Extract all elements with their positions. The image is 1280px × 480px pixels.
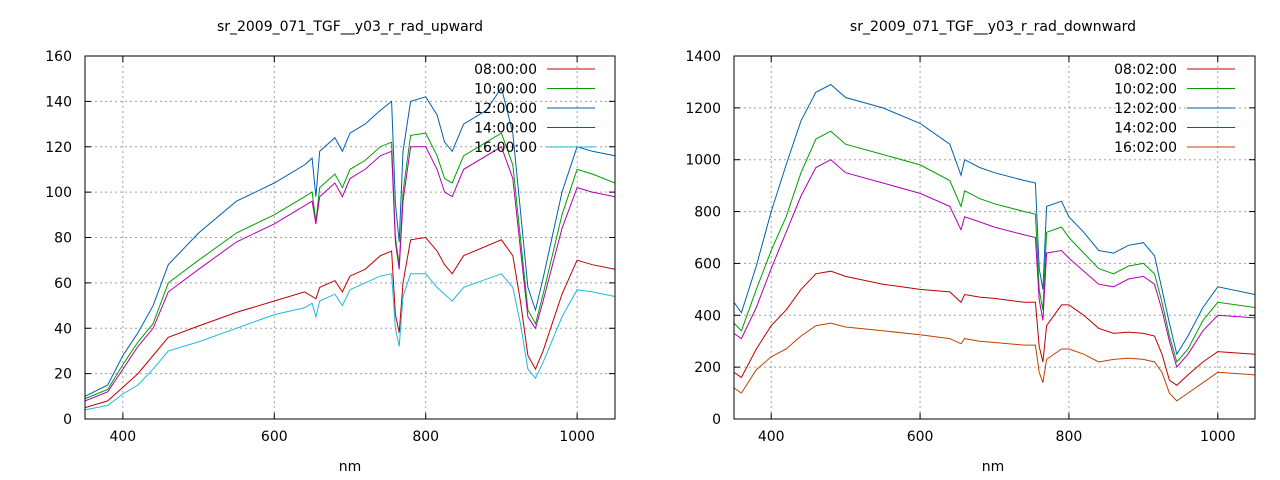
- downward-chart: sr_2009_071_TGF__y03_r_rad_downward nm 4…: [685, 19, 1256, 475]
- y-tick-label: 20: [54, 367, 72, 383]
- legend-label: 16:02:00: [1114, 140, 1177, 156]
- plot-border: [733, 55, 1256, 420]
- x-tick-label: 800: [1056, 429, 1083, 445]
- legend-label: 10:00:00: [474, 82, 537, 98]
- legend-label: 12:02:00: [1114, 101, 1177, 117]
- chart-title: sr_2009_071_TGF__y03_r_rad_downward: [850, 19, 1136, 35]
- y-tick-label: 0: [63, 412, 72, 428]
- legend-label: 10:02:00: [1114, 82, 1177, 98]
- y-tick-label: 0: [712, 412, 721, 428]
- y-tick-label: 160: [45, 49, 72, 65]
- series-line-3: [734, 159, 1255, 369]
- x-tick-label: 600: [261, 429, 288, 445]
- legend-label: 12:00:00: [474, 101, 537, 117]
- x-tick-label: 1000: [559, 429, 595, 445]
- y-tick-label: 1200: [685, 101, 721, 117]
- y-tick-label: 1000: [685, 153, 721, 169]
- y-tick-label: 100: [45, 185, 72, 201]
- y-tick-label: 600: [694, 256, 721, 272]
- legend-label: 16:00:00: [474, 140, 537, 156]
- y-tick-label: 1400: [685, 49, 721, 65]
- chart-title: sr_2009_071_TGF__y03_r_rad_upward: [217, 19, 483, 35]
- x-tick-label: 600: [907, 429, 934, 445]
- x-tick-label: 400: [758, 429, 785, 445]
- x-axis-label: nm: [339, 459, 362, 475]
- y-tick-label: 40: [54, 321, 72, 337]
- series-line-4: [734, 322, 1255, 402]
- series-line-0: [734, 270, 1255, 386]
- series-line-1: [734, 130, 1255, 364]
- y-tick-label: 400: [694, 308, 721, 324]
- legend-label: 08:02:00: [1114, 62, 1177, 78]
- x-axis-label: nm: [982, 459, 1005, 475]
- series-line-1: [85, 132, 615, 400]
- y-tick-label: 80: [54, 231, 72, 247]
- x-tick-label: 1000: [1200, 429, 1236, 445]
- legend-label: 14:02:00: [1114, 121, 1177, 137]
- legend-label: 08:00:00: [474, 62, 537, 78]
- series-line-2: [85, 86, 615, 397]
- y-tick-label: 60: [54, 276, 72, 292]
- plot-border: [84, 55, 616, 420]
- series-line-3: [85, 146, 615, 402]
- x-tick-label: 800: [412, 429, 439, 445]
- y-tick-label: 120: [45, 140, 72, 156]
- series-line-0: [85, 236, 615, 409]
- y-tick-label: 200: [694, 360, 721, 376]
- series-line-2: [734, 83, 1255, 356]
- series-line-4: [85, 273, 615, 411]
- upward-chart: sr_2009_071_TGF__y03_r_rad_upward nm 400…: [45, 19, 616, 475]
- legend-label: 14:00:00: [474, 121, 537, 137]
- y-tick-label: 140: [45, 94, 72, 110]
- y-tick-label: 800: [694, 205, 721, 221]
- x-tick-label: 400: [109, 429, 136, 445]
